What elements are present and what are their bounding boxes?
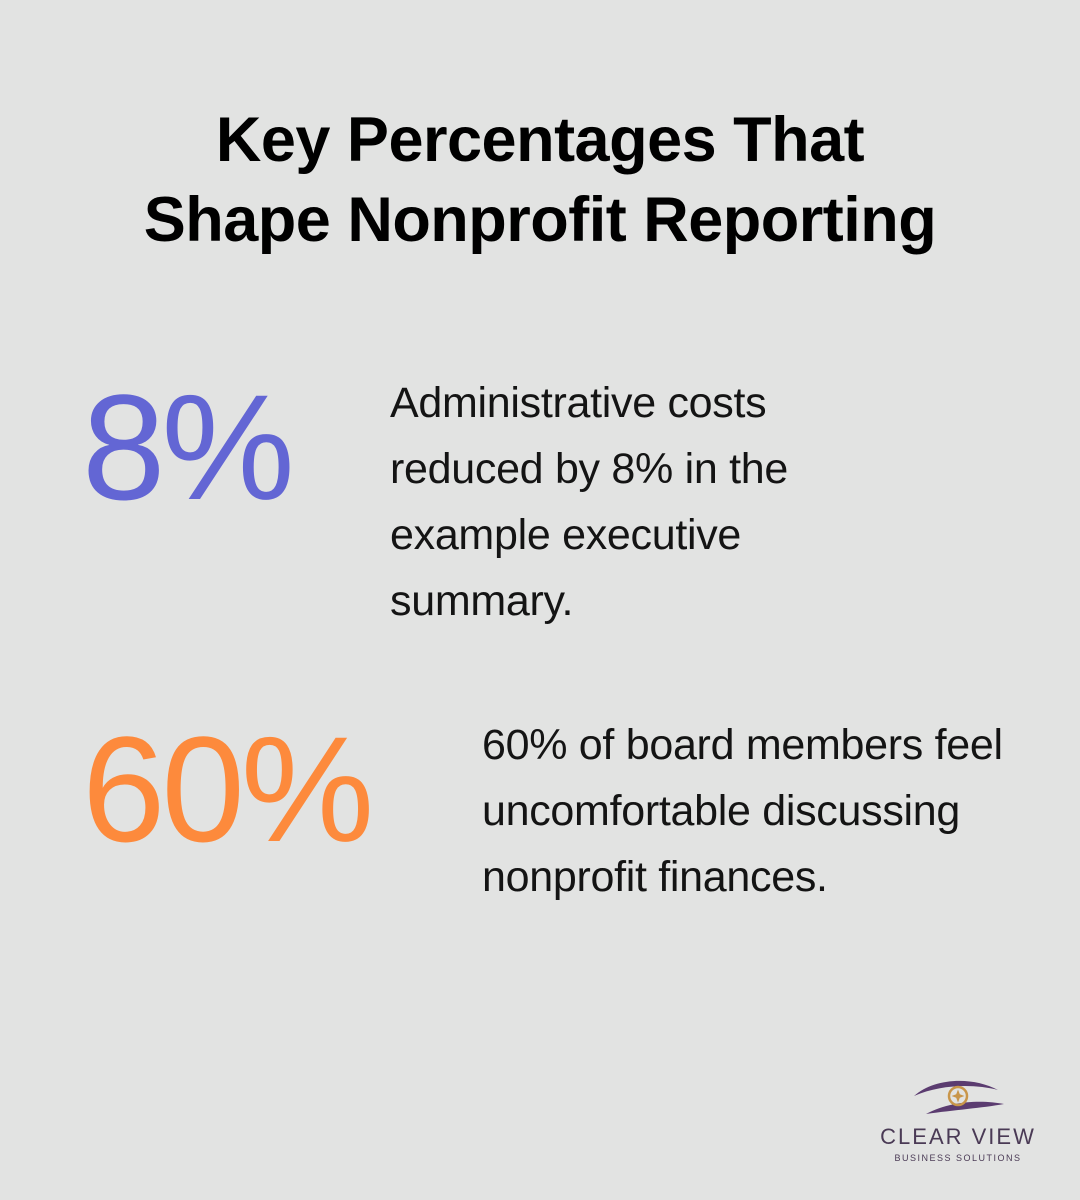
title-line-1: Key Percentages That — [215, 105, 865, 175]
stat-description: 60% of board members feel uncomfortable … — [482, 721, 1003, 901]
stat-value: 8% — [82, 363, 295, 531]
logo-swoosh-lower — [926, 1101, 1004, 1114]
logo-name: CLEAR VIEW — [880, 1124, 1036, 1149]
stat-description: Administrative costs reduced by 8% in th… — [390, 379, 788, 625]
logo-swoosh-upper — [914, 1080, 998, 1096]
page-title: Key Percentages That Shape Nonprofit Rep… — [0, 100, 1080, 260]
logo-star-ring — [947, 1085, 969, 1107]
logo-star — [951, 1089, 965, 1103]
brand-logo: CLEAR VIEW BUSINESS SOLUTIONS — [870, 1074, 1046, 1164]
stat-value: 60% — [82, 705, 374, 873]
logo-tagline: BUSINESS SOLUTIONS — [894, 1153, 1022, 1163]
title-line-2: Shape Nonprofit Reporting — [143, 185, 937, 255]
eye-star-icon — [914, 1080, 1004, 1114]
